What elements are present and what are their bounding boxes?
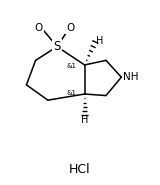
Text: NH: NH xyxy=(123,72,138,82)
Text: HCl: HCl xyxy=(69,162,91,176)
Text: &1: &1 xyxy=(67,63,77,69)
Text: &1: &1 xyxy=(67,90,77,96)
Text: O: O xyxy=(66,23,74,33)
Text: H: H xyxy=(81,115,88,125)
Text: O: O xyxy=(35,23,43,33)
Text: S: S xyxy=(53,40,61,53)
Text: H: H xyxy=(96,36,103,46)
